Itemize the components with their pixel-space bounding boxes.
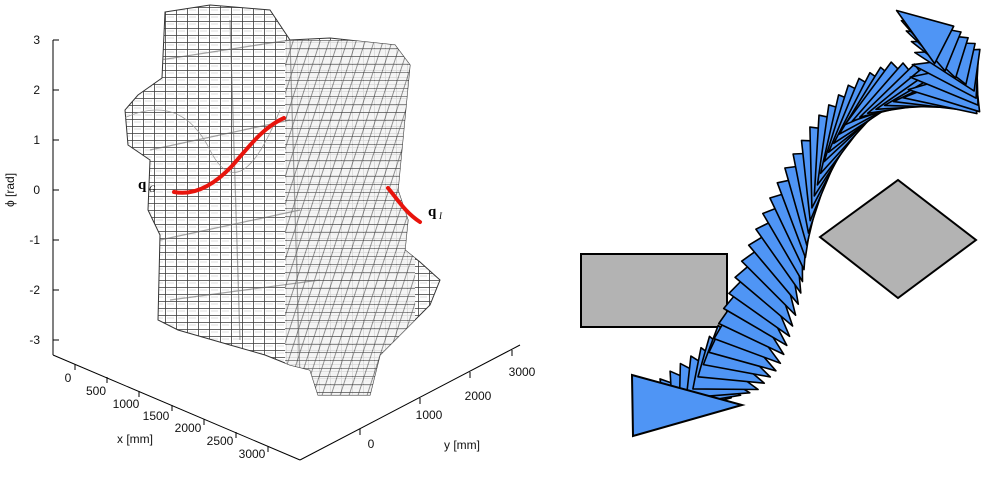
y-tick-label: 2000 <box>465 389 492 403</box>
triangle-sweep <box>630 9 981 438</box>
cspace-path-segment <box>386 186 422 224</box>
x-tick-label: 1500 <box>143 409 170 423</box>
z-tick-label: -1 <box>29 233 40 247</box>
svg-text:G: G <box>149 184 156 194</box>
goal-config-label: q I <box>428 204 443 221</box>
cspace-path <box>172 116 286 195</box>
z-tick-label: 0 <box>33 183 40 197</box>
y-axis-label: y [mm] <box>444 438 480 452</box>
y-axis-ticks: 0 1000 2000 3000 <box>359 350 536 451</box>
x-axis-ticks: 0 500 1000 1500 2000 2500 3000 <box>65 364 269 461</box>
z-axis-label: ϕ [rad] <box>3 173 17 207</box>
z-tick-label: 2 <box>33 83 40 97</box>
y-tick-label: 0 <box>368 437 375 451</box>
x-axis-line <box>52 354 301 461</box>
y-axis-line <box>299 344 521 461</box>
svg-text:I: I <box>438 211 443 221</box>
voxel-obstacle-region <box>124 4 441 396</box>
workspace-scene <box>580 9 981 438</box>
obstacle-rectangle <box>580 253 728 328</box>
obstacle-diamond <box>818 178 978 300</box>
x-tick-label: 3000 <box>239 447 266 461</box>
x-tick-label: 2000 <box>175 421 202 435</box>
robot-triangle-pose <box>895 9 955 65</box>
z-tick-label: -2 <box>29 283 40 297</box>
y-tick-label: 1000 <box>416 408 443 422</box>
z-tick-label: -3 <box>29 333 40 347</box>
z-tick-label: 1 <box>33 133 40 147</box>
x-tick-label: 2500 <box>207 434 234 448</box>
x-tick-label: 500 <box>86 384 106 398</box>
x-axis-label: x [mm] <box>117 432 153 446</box>
x-tick-label: 1000 <box>113 397 140 411</box>
z-axis-ticks: 3 2 1 0 -1 -2 -3 <box>29 33 59 347</box>
robot-triangle-start <box>630 373 746 438</box>
y-tick-label: 3000 <box>509 365 536 379</box>
start-config-label: q G <box>138 177 156 194</box>
svg-text:q: q <box>428 204 437 220</box>
cspace-plot: 3 2 1 0 -1 -2 -3 ϕ [rad] 0 500 1000 1500… <box>3 4 536 461</box>
z-tick-label: 3 <box>33 33 40 47</box>
svg-text:q: q <box>138 177 147 193</box>
x-tick-label: 0 <box>65 371 72 385</box>
